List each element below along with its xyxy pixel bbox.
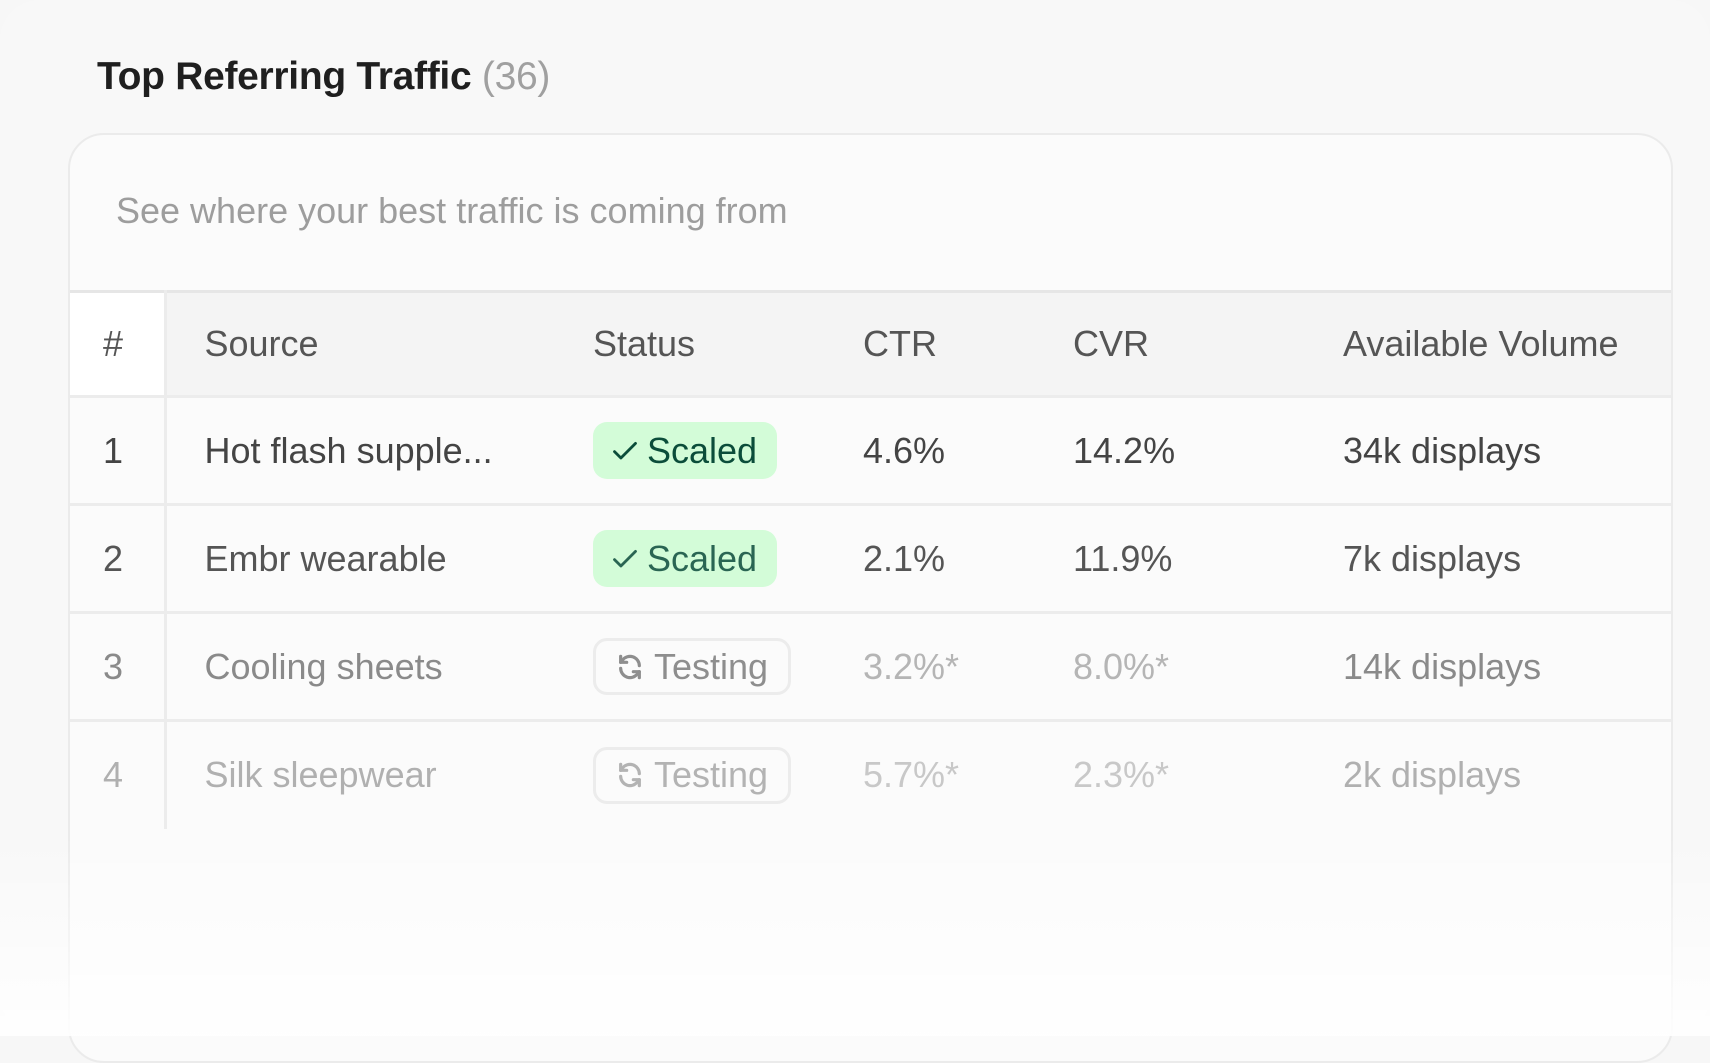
table-row[interactable]: 3 Cooling sheets Testing 3.2%* 8.0%* 14k… [70, 612, 1671, 722]
cvr-value: 8.0%* [1073, 612, 1343, 722]
cvr-value: 11.9% [1073, 504, 1343, 614]
row-number: 2 [70, 504, 167, 614]
ctr-value: 3.2%* [863, 612, 1073, 722]
status-label: Testing [654, 645, 769, 687]
ctr-value: 2.1% [863, 504, 1073, 614]
refresh-icon [619, 762, 641, 788]
col-header-source[interactable]: Source [165, 290, 593, 398]
refresh-icon [619, 654, 641, 679]
status-label: Testing [654, 754, 769, 796]
volume-value: 34k displays [1343, 396, 1671, 506]
status-badge: Scaled [593, 530, 778, 587]
volume-value: 2k displays [1343, 754, 1522, 796]
status-label: Scaled [647, 429, 758, 471]
traffic-table: # Source Status CTR CVR Available Volume… [70, 290, 1671, 829]
traffic-card: See where your best traffic is coming fr… [68, 133, 1673, 1063]
card-subtitle: See where your best traffic is coming fr… [116, 190, 788, 231]
source-name: Embr wearable [165, 504, 593, 614]
table-header-row: # Source Status CTR CVR Available Volume [70, 290, 1671, 398]
title-text: Top Referring Traffic [97, 55, 472, 98]
row-number: 1 [70, 396, 167, 506]
row-number: 3 [70, 612, 167, 722]
col-header-volume[interactable]: Available Volume [1343, 290, 1671, 398]
status-badge: Scaled [593, 422, 778, 479]
status-label: Scaled [647, 537, 758, 579]
ctr-value: 5.7%* [863, 754, 960, 796]
col-header-cvr[interactable]: CVR [1073, 290, 1343, 398]
cvr-value: 14.2% [1073, 396, 1343, 506]
status-badge: Testing [593, 746, 792, 804]
check-icon [613, 549, 637, 567]
source-name: Cooling sheets [165, 612, 593, 722]
status-badge: Testing [593, 638, 792, 695]
table-row[interactable]: 4 Silk sleepwear Testing 5.7%* 2.3%* 2k … [70, 720, 1671, 829]
source-name: Hot flash supple... [165, 396, 593, 506]
volume-value: 14k displays [1343, 612, 1671, 722]
table-row[interactable]: 2 Embr wearable Scaled 2.1% 11.9% 7k dis… [70, 504, 1671, 614]
row-number: 4 [70, 720, 167, 829]
col-header-ctr[interactable]: CTR [863, 290, 1073, 398]
col-header-number[interactable]: # [70, 290, 167, 398]
title-count: (36) [481, 55, 551, 98]
page-title: Top Referring Traffic (36) [97, 55, 550, 99]
ctr-value: 4.6% [863, 396, 1073, 506]
col-header-status[interactable]: Status [593, 290, 863, 398]
check-icon [613, 441, 637, 459]
table-row[interactable]: 1 Hot flash supple... Scaled 4.6% 14.2% … [70, 396, 1671, 506]
volume-value: 7k displays [1343, 504, 1671, 614]
source-name: Silk sleepwear [204, 754, 437, 796]
cvr-value: 2.3%* [1073, 754, 1170, 796]
